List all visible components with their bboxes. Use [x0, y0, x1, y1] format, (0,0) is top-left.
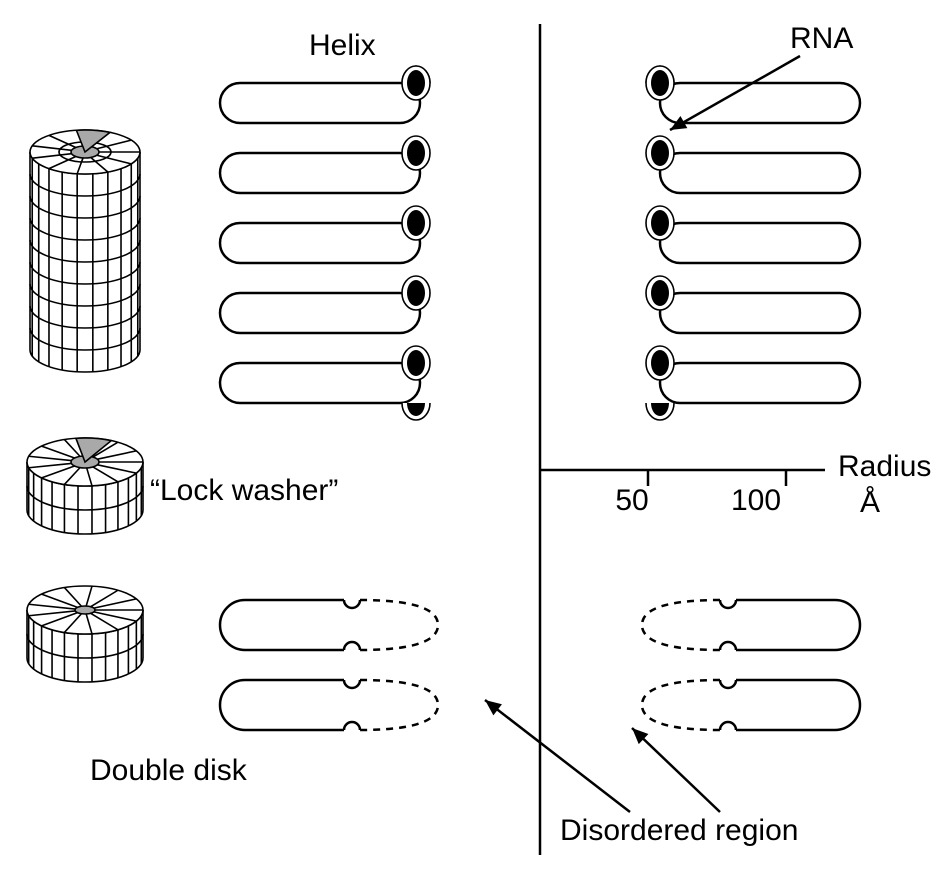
helix-subunit	[220, 363, 420, 403]
helix-subunit	[660, 153, 860, 193]
label-doubledisk: Double disk	[90, 754, 248, 787]
label-angstrom: Å	[860, 486, 880, 519]
label-helix: Helix	[309, 29, 376, 62]
rna-dot	[651, 140, 669, 166]
rna-dot	[407, 210, 425, 236]
label-radius: Radius	[838, 450, 931, 483]
rna-dot	[407, 350, 425, 376]
rna-dot	[651, 210, 669, 236]
bg	[0, 0, 934, 869]
label-lockwasher: “Lock washer”	[150, 474, 338, 507]
label-disordered: Disordered region	[560, 814, 798, 847]
rna-dot	[407, 140, 425, 166]
core-hole	[75, 606, 95, 614]
label-rna: RNA	[790, 22, 853, 55]
helix-subunit	[660, 223, 860, 263]
rna-dot	[651, 280, 669, 306]
rna-dot	[651, 350, 669, 376]
helix-left	[220, 66, 430, 420]
helix-subunit	[220, 293, 420, 333]
helix-subunit	[660, 293, 860, 333]
rna-dot	[407, 280, 425, 306]
helix-subunit	[660, 363, 860, 403]
helix-subunit	[220, 223, 420, 263]
label-tick100: 100	[731, 484, 781, 517]
label-tick50: 50	[615, 484, 648, 517]
helix-subunit	[220, 83, 420, 123]
helix-right	[646, 66, 860, 420]
helix-subunit	[660, 83, 860, 123]
helix-subunit	[220, 153, 420, 193]
